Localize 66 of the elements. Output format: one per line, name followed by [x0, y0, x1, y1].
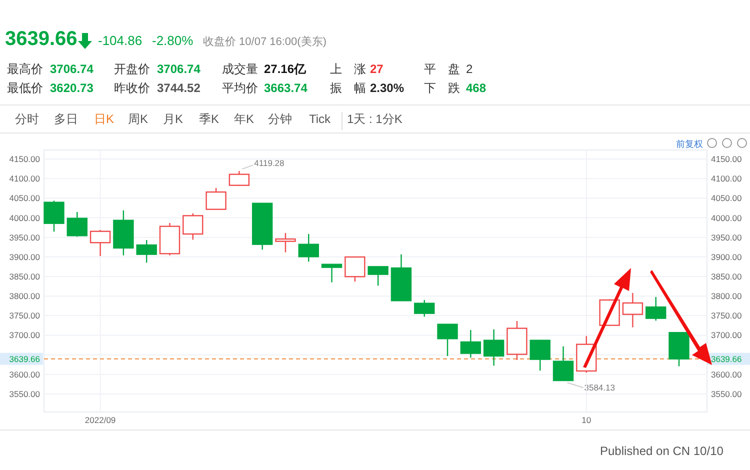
text: 周K	[128, 112, 148, 126]
text: 年K	[234, 112, 254, 126]
text: 2	[466, 62, 473, 76]
y-tick-label: 4100.00	[9, 174, 40, 184]
text: 上 涨	[330, 62, 366, 76]
text: 收盘价 10/07 16:00(美东)	[203, 35, 326, 48]
text: 3700.00	[711, 330, 742, 340]
y-tick-label: 3750.00	[9, 310, 40, 321]
x-tick-label: 2022/09	[84, 415, 116, 425]
text: Published on CN 10/10	[600, 444, 724, 458]
text: 分时	[15, 112, 39, 126]
text: 3550.00	[711, 388, 742, 399]
text: 平 盘	[424, 62, 460, 76]
text: 27	[370, 62, 384, 76]
text: 3706.74	[50, 62, 94, 76]
text: 1天 : 1分K	[347, 112, 402, 126]
text: 多日	[54, 112, 78, 126]
text: 3639.66	[711, 354, 742, 364]
text: 3706.74	[157, 62, 201, 76]
annotation: 4119.28	[254, 158, 285, 168]
y-tick-label: 3700.00	[9, 330, 40, 340]
y-tick-label: 3550.00	[9, 388, 40, 399]
text: 平均价	[222, 81, 258, 95]
text: 昨收价	[114, 81, 150, 95]
text: 4100.00	[711, 174, 742, 184]
y-tick-label: 4150.00	[9, 154, 40, 164]
text: 月K	[163, 112, 184, 126]
text: 3639.66	[5, 28, 78, 50]
text: 3750.00	[711, 310, 742, 321]
text: 3800.00	[711, 291, 742, 302]
text: 3850.00	[711, 271, 742, 282]
text: 3950.00	[711, 232, 742, 242]
y-tick-label: 4050.00	[9, 193, 40, 204]
text: 4000.00	[711, 212, 742, 223]
text: 4150.00	[711, 154, 742, 164]
text: -104.86	[98, 33, 142, 48]
text: 季K	[199, 112, 220, 126]
text: 最低价	[7, 81, 43, 95]
text: 前复权	[676, 139, 703, 149]
text: 3744.52	[157, 81, 201, 95]
text: 27.16亿	[264, 62, 308, 76]
text: 4050.00	[711, 193, 742, 204]
text: 3620.73	[50, 81, 94, 95]
x-tick-label: 10	[582, 415, 592, 425]
text: 下 跌	[424, 81, 460, 95]
text: -2.80%	[152, 33, 194, 48]
annotation: 3584.13	[584, 382, 616, 393]
text: 3900.00	[711, 252, 742, 262]
text: 开盘价	[114, 62, 150, 76]
text: 最高价	[7, 62, 43, 76]
text: 日K	[94, 112, 114, 126]
y-tick-label: 3950.00	[9, 232, 40, 242]
y-tick-label: 3600.00	[9, 369, 40, 380]
y-tick-label: 3850.00	[9, 271, 40, 282]
text: 分钟	[268, 112, 292, 126]
ref-line-label: 3639.66	[9, 354, 40, 364]
text: 振 幅	[330, 81, 366, 95]
text: 成交量	[222, 62, 258, 76]
text: 3600.00	[711, 369, 742, 380]
y-tick-label: 4000.00	[9, 212, 40, 223]
y-tick-label: 3800.00	[9, 291, 40, 302]
text: 2.30%	[370, 81, 404, 95]
text: 3663.74	[264, 81, 308, 95]
text: 468	[466, 81, 486, 95]
y-tick-label: 3900.00	[9, 252, 40, 262]
text: Tick	[309, 112, 332, 126]
